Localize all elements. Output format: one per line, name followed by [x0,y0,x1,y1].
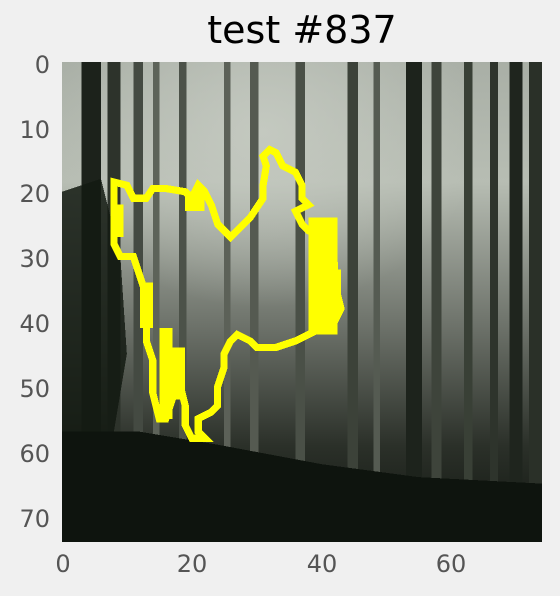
x-tick-label: 40 [307,550,338,578]
y-tick-label: 10 [19,116,50,144]
y-tick-label: 50 [19,375,50,403]
y-tick-label: 20 [19,180,50,208]
y-tick-label: 30 [19,245,50,273]
x-tick-label: 0 [55,550,70,578]
x-tick-label: 60 [436,550,467,578]
forest-image [62,62,542,542]
y-tick-label: 40 [19,310,50,338]
x-tick-label: 20 [177,550,208,578]
y-tick-label: 60 [19,440,50,468]
plot-title: test #837 [62,8,542,52]
y-tick-label: 0 [35,51,50,79]
y-tick-label: 70 [19,505,50,533]
image-panel [62,62,542,542]
